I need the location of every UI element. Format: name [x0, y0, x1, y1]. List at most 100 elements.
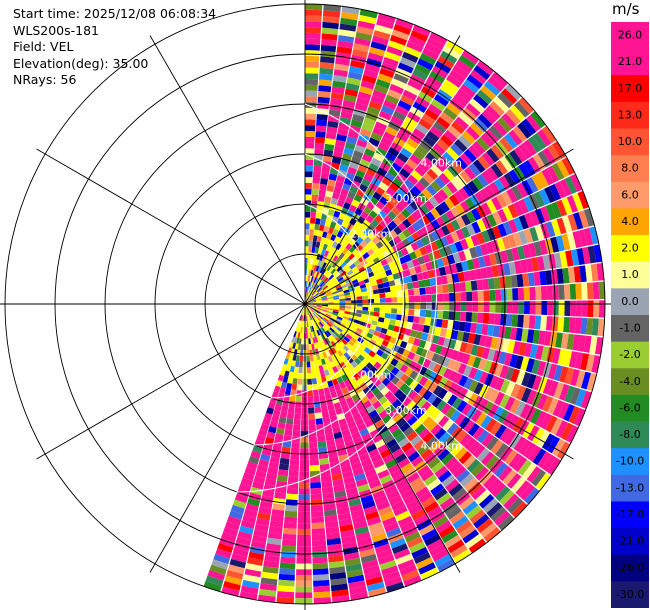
velocity-gate: [326, 251, 333, 259]
velocity-gate: [469, 98, 485, 113]
velocity-gate: [519, 259, 528, 274]
velocity-gate: [318, 85, 332, 93]
velocity-gate: [598, 281, 605, 300]
velocity-gate: [341, 283, 348, 289]
velocity-gate: [407, 289, 415, 296]
velocity-gate: [375, 147, 388, 157]
velocity-gate: [495, 140, 509, 156]
velocity-gate: [489, 389, 500, 403]
velocity-gate: [347, 71, 363, 81]
velocity-gate: [259, 453, 271, 462]
velocity-gate: [329, 334, 336, 341]
velocity-gate: [373, 330, 381, 337]
velocity-gate: [305, 234, 310, 241]
velocity-gate: [329, 572, 347, 580]
velocity-gate: [552, 141, 567, 159]
velocity-gate: [558, 366, 569, 383]
velocity-gate: [461, 353, 471, 365]
velocity-gate: [311, 194, 319, 201]
velocity-gate: [462, 500, 479, 515]
velocity-gate: [504, 449, 518, 465]
velocity-gate: [344, 308, 351, 312]
velocity-gate: [503, 352, 513, 367]
velocity-gate: [305, 315, 307, 322]
velocity-gate: [310, 300, 317, 303]
velocity-gate: [375, 391, 385, 401]
velocity-gate: [309, 229, 314, 236]
velocity-gate: [336, 265, 343, 273]
velocity-gate: [451, 160, 464, 174]
velocity-gate: [475, 489, 491, 505]
velocity-gate: [475, 412, 488, 426]
velocity-gate: [379, 67, 395, 79]
velocity-gate: [448, 292, 455, 302]
velocity-gate: [330, 234, 337, 242]
velocity-gate: [450, 330, 459, 340]
velocity-gate: [317, 288, 323, 293]
velocity-gate: [470, 344, 479, 356]
velocity-gate: [348, 253, 355, 261]
velocity-gate: [532, 448, 547, 466]
velocity-gate: [314, 223, 320, 231]
velocity-gate: [471, 208, 482, 221]
velocity-gate: [383, 433, 395, 444]
velocity-gate: [300, 448, 309, 454]
velocity-gate: [361, 373, 369, 382]
velocity-gate: [310, 304, 317, 306]
velocity-gate: [293, 331, 297, 338]
velocity-gate: [509, 105, 526, 122]
velocity-gate: [476, 136, 490, 152]
velocity-gate: [331, 473, 343, 481]
velocity-gate: [380, 258, 388, 267]
velocity-gate: [476, 232, 486, 245]
velocity-gate: [320, 282, 326, 289]
velocity-gate: [351, 266, 359, 273]
velocity-gate: [312, 235, 318, 242]
velocity-gate: [363, 173, 374, 183]
velocity-gate: [373, 307, 380, 313]
velocity-gate: [374, 495, 388, 506]
velocity-gate: [505, 381, 516, 396]
velocity-gate: [477, 429, 490, 444]
velocity-gate: [305, 61, 320, 68]
velocity-gate: [410, 30, 429, 43]
velocity-gate: [283, 522, 297, 529]
velocity-gate: [345, 342, 353, 350]
velocity-gate: [300, 442, 309, 449]
velocity-gate: [385, 269, 393, 277]
velocity-gate: [341, 240, 349, 248]
velocity-gate: [309, 470, 321, 477]
velocity-gate: [357, 324, 365, 330]
velocity-gate: [486, 502, 503, 518]
velocity-gate: [559, 251, 568, 268]
velocity-gate: [412, 101, 427, 113]
velocity-gate: [321, 296, 328, 300]
velocity-gate: [394, 157, 406, 168]
velocity-gate: [487, 348, 496, 361]
velocity-gate: [322, 155, 333, 163]
velocity-gate: [378, 365, 387, 374]
velocity-gate: [380, 448, 392, 459]
velocity-gate: [374, 214, 384, 224]
velocity-gate: [333, 431, 343, 440]
velocity-gate: [320, 274, 326, 281]
velocity-gate: [239, 525, 254, 535]
velocity-gate: [327, 320, 334, 326]
velocity-gate: [361, 314, 368, 319]
velocity-gate: [311, 343, 315, 350]
velocity-gate: [390, 162, 403, 173]
velocity-gate: [414, 423, 426, 435]
velocity-gate: [318, 280, 324, 287]
velocity-gate: [267, 401, 276, 410]
velocity-gate: [329, 566, 346, 575]
velocity-gate: [410, 435, 422, 447]
velocity-gate: [343, 313, 350, 318]
velocity-gate: [305, 332, 309, 339]
velocity-gate: [317, 322, 323, 328]
velocity-gate: [321, 39, 337, 47]
velocity-gate: [547, 397, 559, 415]
velocity-gate: [364, 570, 382, 581]
velocity-gate: [404, 367, 414, 377]
velocity-gate: [399, 340, 408, 349]
velocity-gate: [319, 242, 325, 250]
